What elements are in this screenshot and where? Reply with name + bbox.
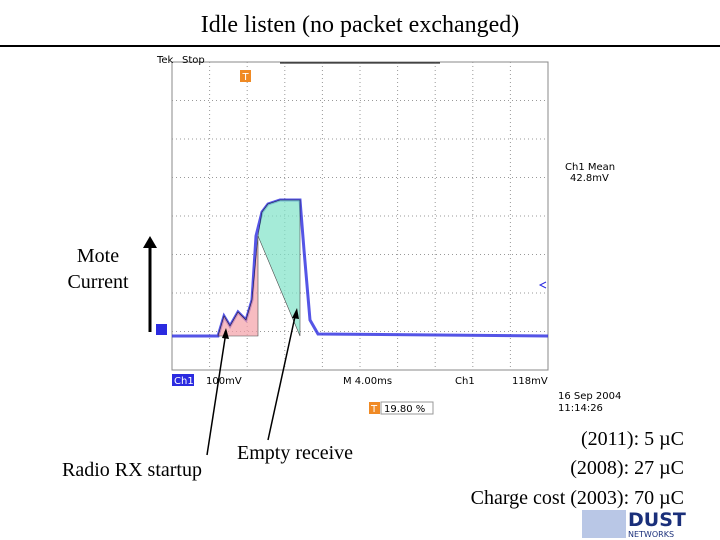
measure-value: 42.8mV: [570, 173, 609, 184]
cost-2011: (2011): 5 µC: [581, 428, 684, 450]
ch1-marker: [156, 324, 167, 335]
logo-name: DUST: [628, 509, 686, 531]
axis-arrow-head: [143, 236, 157, 248]
scope-screenshot: Tek Stop T Ch1 Mean 42.8mV Ch1 100mV M 4…: [155, 50, 621, 415]
receive-area: [257, 199, 301, 337]
logo-sub: NETWORKS: [628, 530, 674, 539]
rx-startup-pointer: [206, 331, 227, 456]
trigger-pos-box: [380, 401, 434, 415]
date: 16 Sep 2004: [558, 391, 621, 402]
ch1-box: [172, 374, 194, 386]
scope-grid: [172, 62, 548, 370]
volts-div: 100mV: [206, 376, 242, 387]
logo: DUST NETWORKS: [582, 509, 686, 539]
time-div: M 4.00ms: [343, 376, 392, 387]
rx-startup-area: [217, 235, 259, 337]
scope-brand: Tek: [156, 55, 174, 66]
axis-label-line1: Mote: [77, 245, 119, 267]
channel: Ch1: [174, 376, 194, 387]
trigger-flag-label: T: [241, 72, 249, 83]
level-marker: [538, 281, 547, 289]
trigger-flag: [240, 70, 251, 82]
receive-pointer-head: [292, 308, 299, 319]
cost-2008: (2008): 27 µC: [570, 457, 684, 479]
measure-label: Ch1 Mean: [565, 162, 615, 173]
trigger-level: 118mV: [512, 376, 548, 387]
rx-startup-pointer-head: [222, 328, 229, 339]
axis-label-line2: Current: [67, 271, 129, 293]
trigger-pos-flag: [369, 402, 380, 414]
empty-receive-label: Empty receive: [237, 442, 353, 464]
cost-2003: Charge cost (2003): 70 µC: [471, 487, 684, 509]
receive-pointer: [267, 311, 297, 441]
trigger-channel: Ch1: [455, 376, 475, 387]
time: 11:14:26: [558, 403, 603, 414]
scope-status: Stop: [182, 55, 205, 66]
rx-startup-label: Radio RX startup: [62, 459, 202, 481]
slide-title: Idle listen (no packet exchanged): [201, 12, 520, 38]
trigger-position: 19.80 %: [384, 404, 425, 415]
trigger-pos-flag-label: T: [370, 404, 378, 415]
logo-mark: [582, 510, 626, 538]
